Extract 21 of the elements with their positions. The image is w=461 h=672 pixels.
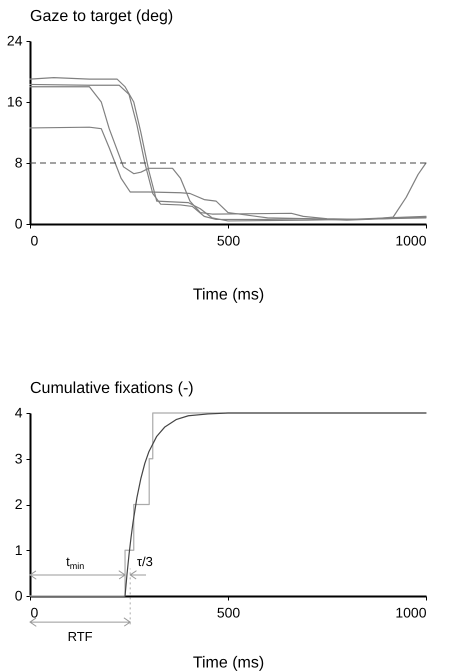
x-tick-label: 500: [216, 232, 240, 248]
x-tick-label: 500: [216, 604, 240, 620]
x-tick-label: 1000: [395, 604, 427, 620]
y-tick-label: 3: [14, 450, 23, 466]
chart-title: Gaze to target (deg): [30, 8, 174, 25]
y-tick-label: 0: [14, 588, 23, 604]
x-tick-label: 0: [30, 604, 38, 620]
x-tick-label: 1000: [395, 232, 427, 248]
y-tick-label: 8: [14, 154, 23, 170]
y-tick-label: 2: [14, 496, 23, 512]
y-tick-label: 1: [14, 542, 23, 558]
x-tick-label: 0: [30, 232, 38, 248]
annotation: τ/3: [136, 554, 153, 570]
x-axis-title: Time (ms): [192, 654, 264, 672]
y-tick-label: 24: [6, 32, 23, 48]
y-tick-label: 16: [6, 94, 23, 110]
x-axis-title: Time (ms): [192, 286, 264, 304]
y-tick-label: 0: [14, 216, 23, 232]
text: RTF: [68, 629, 93, 644]
chart-title: Cumulative fixations (-): [30, 380, 194, 397]
y-tick-label: 4: [14, 404, 23, 420]
